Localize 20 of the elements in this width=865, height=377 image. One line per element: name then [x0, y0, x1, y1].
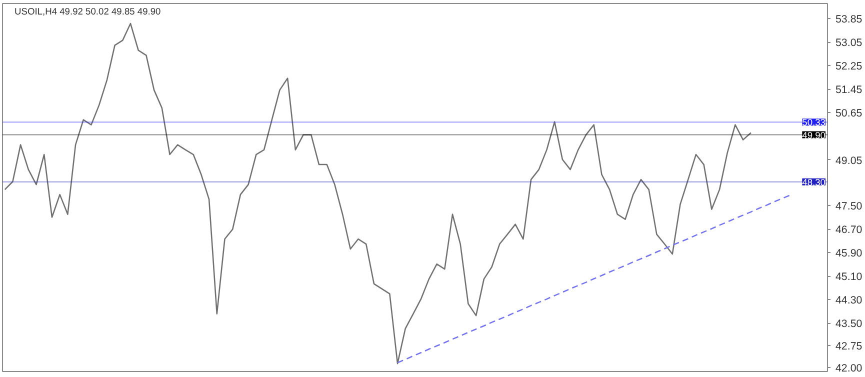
y-tick-label: 53.85	[836, 14, 862, 26]
y-tick-label: 42.75	[836, 340, 862, 352]
chart-title: USOIL,H4 49.92 50.02 49.85 49.90	[14, 6, 161, 16]
y-tick-label: 51.45	[836, 84, 862, 96]
ref-line-label: 49.90	[802, 130, 826, 140]
y-tick-label: 53.05	[836, 37, 862, 50]
line-series	[396, 194, 791, 364]
y-tick-label: 45.90	[836, 248, 862, 260]
ref-line-label: 50.33	[802, 118, 826, 128]
y-tick-label: 46.70	[836, 224, 862, 236]
line-series	[4, 22, 752, 364]
y-tick-label: 43.50	[836, 318, 862, 330]
y-tick-label: 45.10	[836, 271, 862, 284]
y-tick-label: 47.50	[836, 200, 862, 212]
ref-line-label: 48.30	[802, 177, 826, 188]
y-tick-label: 42.00	[836, 362, 862, 374]
y-tick-label: 49.05	[836, 154, 862, 167]
y-tick-label: 52.25	[836, 60, 862, 73]
y-tick-label: 44.30	[836, 294, 862, 307]
y-tick-label: 50.65	[836, 108, 862, 120]
